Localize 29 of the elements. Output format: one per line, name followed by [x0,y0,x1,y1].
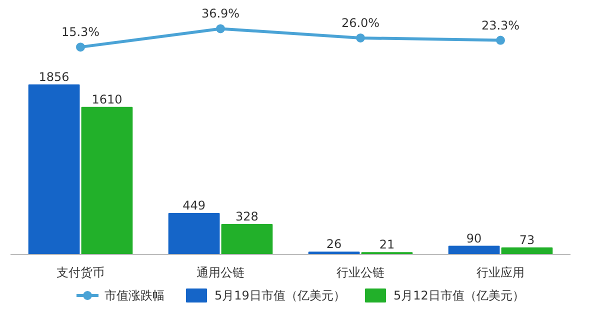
data-label: 73 [519,232,535,247]
legend-label: 5月12日市值（亿美元） [394,288,524,302]
data-label: 26.0% [341,16,380,30]
x-tick-label: 支付货币 [56,266,104,280]
data-label: 328 [236,210,258,224]
point [76,42,85,52]
data-label: 1610 [92,92,122,106]
data-label: 23.3% [481,18,520,32]
point [496,36,505,45]
bar [81,106,133,254]
data-label: 26 [326,237,342,252]
data-label: 36.9% [201,6,240,21]
legend-label: 5月19日市值（亿美元） [214,288,346,302]
data-label: 90 [466,231,482,246]
data-label: 21 [379,238,395,252]
data-label: 449 [182,198,206,212]
legend-label: 市值涨跌幅 [104,288,164,302]
data-label: 15.3% [61,25,100,40]
bar [168,212,220,254]
point [356,33,365,42]
data-label: 1856 [38,70,70,84]
bar [28,84,80,254]
point [216,24,225,34]
bar [221,224,273,254]
x-tick-label: 行业应用 [476,266,524,280]
bar [501,247,553,254]
x-tick-label: 行业公链 [336,266,384,280]
bar [448,246,500,254]
x-tick-label: 通用公链 [196,266,244,280]
